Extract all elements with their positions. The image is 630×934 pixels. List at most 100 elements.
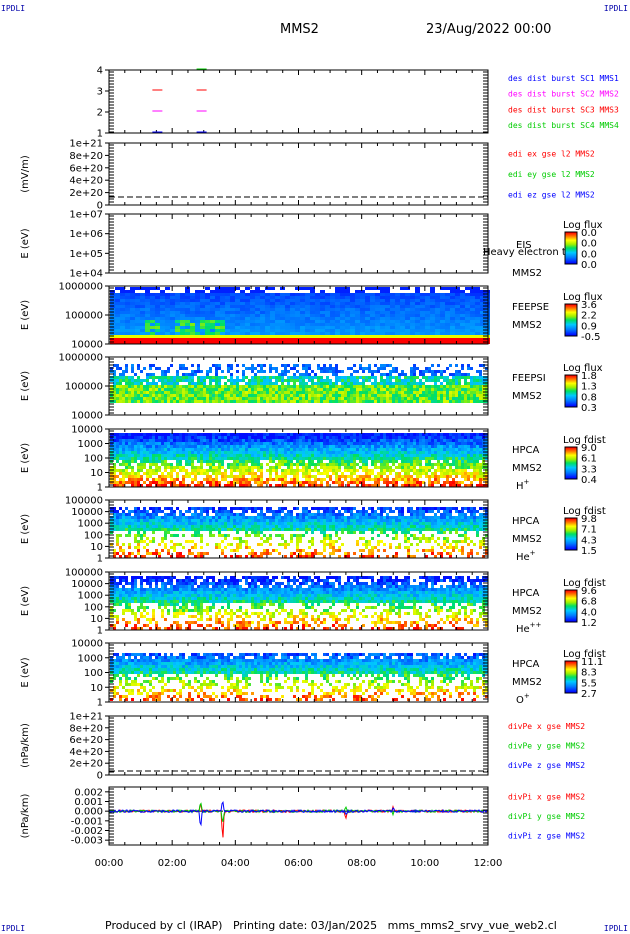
spectrogram-cell	[227, 370, 230, 373]
spectrogram-cell	[305, 433, 308, 436]
spectrogram-cell	[131, 451, 134, 454]
spectrogram-cell	[146, 475, 149, 478]
spectrogram-cell	[359, 376, 362, 379]
spectrogram-cell	[340, 332, 345, 335]
spectrogram-cell	[143, 448, 146, 451]
spectrogram-cell	[473, 448, 476, 451]
spectrogram-cell	[443, 469, 446, 472]
spectrogram-cell	[221, 472, 224, 475]
spectrogram-cell	[284, 481, 287, 484]
spectrogram-cell	[390, 314, 395, 317]
spectrogram-cell	[255, 293, 260, 296]
spectrogram-cell	[395, 484, 398, 487]
spectrogram-cell	[440, 305, 445, 308]
spectrogram-cell	[212, 445, 215, 448]
spectrogram-cell	[465, 302, 470, 305]
spectrogram-cell	[430, 329, 435, 332]
spectrogram-cell	[180, 341, 185, 344]
spectrogram-cell	[314, 373, 317, 376]
spectrogram-cell	[269, 460, 272, 463]
spectrogram-cell	[233, 391, 236, 394]
spectrogram-cell	[140, 296, 145, 299]
spectrogram-cell	[260, 302, 265, 305]
spectrogram-cell	[310, 332, 315, 335]
spectrogram-cell	[350, 445, 353, 448]
spectrogram-cell	[368, 445, 371, 448]
spectrogram-cell	[308, 364, 311, 367]
spectrogram-cell	[128, 385, 131, 388]
spectrogram-cell	[200, 296, 205, 299]
spectrogram-cell	[287, 472, 290, 475]
spectrogram-cell	[374, 364, 377, 367]
spectrogram-cell	[248, 484, 251, 487]
spectrogram-cell	[230, 463, 233, 466]
spectrogram-cell	[197, 385, 200, 388]
spectrogram-cell	[119, 400, 122, 403]
spectrogram-cell	[137, 475, 140, 478]
spectrogram-cell	[440, 382, 443, 385]
spectrogram-cell	[458, 373, 461, 376]
spectrogram-cell	[205, 293, 210, 296]
spectrogram-cell	[443, 460, 446, 463]
spectrogram-cell	[242, 454, 245, 457]
spectrogram-cell	[464, 466, 467, 469]
spectrogram-cell	[302, 400, 305, 403]
spectrogram-cell	[380, 460, 383, 463]
spectrogram-cell	[128, 436, 131, 439]
spectrogram-cell	[335, 385, 338, 388]
spectrogram-cell	[410, 320, 415, 323]
spectrogram-cell	[407, 457, 410, 460]
spectrogram-cell	[176, 370, 179, 373]
spectrogram-cell	[341, 481, 344, 484]
spectrogram-cell	[308, 445, 311, 448]
spectrogram-cell	[428, 367, 431, 370]
spectrogram-cell	[250, 320, 255, 323]
spectrogram-cell	[315, 326, 320, 329]
spectrogram-cell	[449, 364, 452, 367]
spectrogram-cell	[134, 397, 137, 400]
spectrogram-cell	[350, 460, 353, 463]
spectrogram-cell	[254, 454, 257, 457]
spectrogram-cell	[197, 397, 200, 400]
spectrogram-cell	[248, 400, 251, 403]
spectrogram-cell	[281, 454, 284, 457]
spectrogram-cell	[167, 400, 170, 403]
spectrogram-cell	[265, 326, 270, 329]
spectrogram-cell	[464, 460, 467, 463]
spectrogram-cell	[218, 439, 221, 442]
spectrogram-cell	[380, 385, 383, 388]
spectrogram-cell	[135, 314, 140, 317]
spectrogram-cell	[390, 338, 395, 341]
spectrogram-cell	[221, 442, 224, 445]
spectrogram-cell	[470, 311, 475, 314]
spectrogram-cell	[458, 457, 461, 460]
spectrogram-cell	[245, 442, 248, 445]
spectrogram-cell	[285, 305, 290, 308]
spectrogram-cell	[203, 376, 206, 379]
spectrogram-cell	[325, 296, 330, 299]
spectrogram-cell	[368, 364, 371, 367]
spectrogram-cell	[395, 382, 398, 385]
spectrogram-cell	[212, 481, 215, 484]
spectrogram-cell	[359, 481, 362, 484]
spectrogram-cell	[119, 463, 122, 466]
colorbar-step	[565, 402, 577, 404]
spectrogram-cell	[476, 379, 479, 382]
spectrogram-cell	[299, 460, 302, 463]
spectrogram-cell	[326, 481, 329, 484]
spectrogram-cell	[450, 320, 455, 323]
spectrogram-cell	[467, 394, 470, 397]
spectrogram-cell	[449, 379, 452, 382]
spectrogram-cell	[257, 478, 260, 481]
spectrogram-cell	[215, 323, 220, 326]
spectrogram-cell	[270, 332, 275, 335]
spectrogram-cell	[449, 472, 452, 475]
spectrogram-cell	[365, 323, 370, 326]
spectrogram-cell	[407, 436, 410, 439]
spectrogram-cell	[377, 367, 380, 370]
spectrogram-cell	[299, 445, 302, 448]
spectrogram-cell	[440, 433, 443, 436]
spectrogram-cell	[311, 370, 314, 373]
spectrogram-cell	[235, 338, 240, 341]
spectrogram-cell	[440, 394, 443, 397]
